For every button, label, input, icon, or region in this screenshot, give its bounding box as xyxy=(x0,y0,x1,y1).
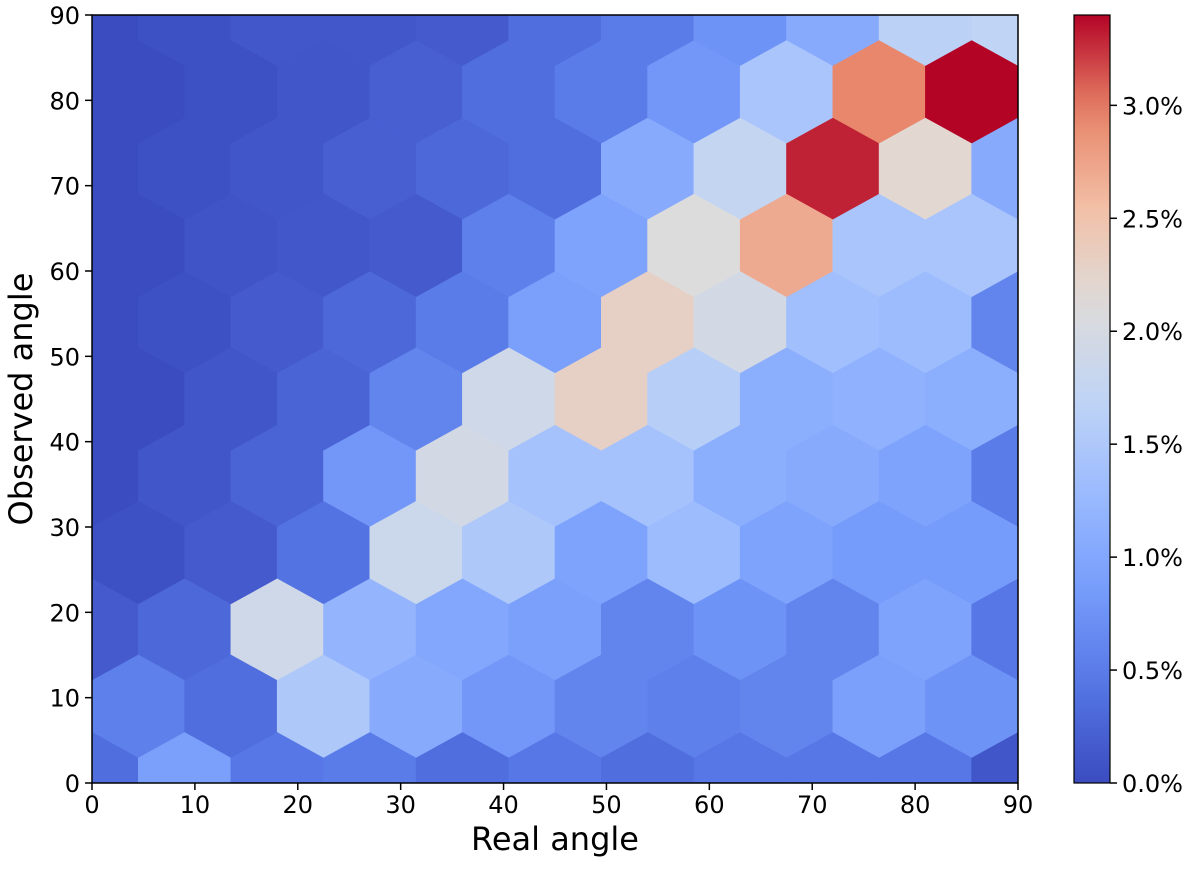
y-tick-label: 30 xyxy=(49,514,80,542)
y-tick-label: 60 xyxy=(49,258,80,286)
x-tick-label: 40 xyxy=(488,791,519,819)
y-tick-label: 40 xyxy=(49,429,80,457)
y-tick-label: 0 xyxy=(65,770,80,798)
colorbar-tick-label: 1.0% xyxy=(1122,544,1183,572)
y-tick-label: 70 xyxy=(49,173,80,201)
plot-frame xyxy=(91,14,1019,784)
x-tick-label: 0 xyxy=(84,791,99,819)
hex-cell xyxy=(925,501,1018,605)
hex-cell xyxy=(971,15,1018,67)
y-axis-ticks: 0 10 20 30 40 50 60 70 80 90 xyxy=(49,2,92,798)
hex-cell xyxy=(925,654,1018,758)
y-tick-label: 20 xyxy=(49,599,80,627)
hex-cell xyxy=(925,347,1018,451)
colorbar-tick-label: 2.5% xyxy=(1122,205,1183,233)
y-tick-label: 10 xyxy=(49,685,80,713)
x-axis-ticks: 0 10 20 30 40 50 60 70 80 90 xyxy=(84,783,1033,819)
colorbar-tick-label: 0.0% xyxy=(1122,770,1183,798)
y-axis-title: Observed angle xyxy=(2,273,40,526)
colorbar-ticks: 0.0% 0.5% 1.0% 1.5% 2.0% 2.5% 3.0% xyxy=(1110,92,1183,798)
y-tick-label: 90 xyxy=(49,2,80,30)
x-tick-label: 20 xyxy=(283,791,314,819)
y-tick-label: 50 xyxy=(49,343,80,371)
hex-cell xyxy=(925,193,1018,297)
x-axis-title: Real angle xyxy=(471,820,639,858)
hex-cell xyxy=(92,15,139,67)
hex-cell xyxy=(925,40,1018,144)
x-tick-label: 50 xyxy=(591,791,622,819)
y-tick-label: 80 xyxy=(49,87,80,115)
colorbar-tick-label: 3.0% xyxy=(1122,92,1183,120)
hexbin-cells xyxy=(92,15,1018,783)
x-tick-label: 60 xyxy=(694,791,725,819)
colorbar-tick-label: 1.5% xyxy=(1122,431,1183,459)
x-tick-label: 90 xyxy=(1003,791,1034,819)
colorbar-tick-label: 2.0% xyxy=(1122,318,1183,346)
colorbar-tick-label: 0.5% xyxy=(1122,657,1183,685)
x-tick-label: 10 xyxy=(180,791,211,819)
colorbar xyxy=(1073,14,1111,784)
x-tick-label: 70 xyxy=(797,791,828,819)
x-tick-label: 80 xyxy=(900,791,931,819)
x-tick-label: 30 xyxy=(385,791,416,819)
